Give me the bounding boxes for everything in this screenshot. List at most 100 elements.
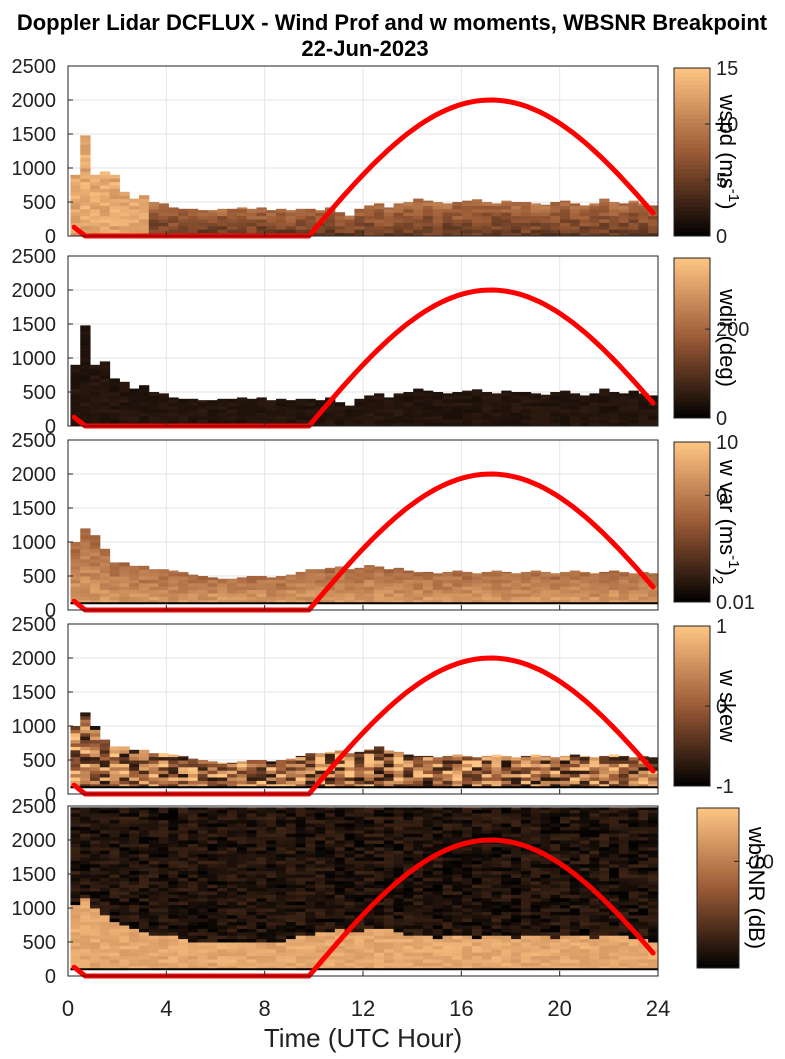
heatmap-cell — [158, 212, 169, 217]
heatmap-cell — [599, 773, 610, 778]
heatmap-cell — [99, 402, 111, 407]
heatmap-cell — [119, 904, 130, 909]
colorbar-segment — [674, 266, 710, 271]
heatmap-cell — [207, 419, 218, 424]
heatmap-cell — [129, 894, 140, 899]
heatmap-cell — [129, 412, 140, 417]
heatmap-cell — [383, 760, 395, 764]
heatmap-cell — [383, 836, 395, 841]
heatmap-cell — [129, 388, 140, 393]
heatmap-cell — [364, 948, 375, 953]
heatmap-cell — [217, 843, 228, 848]
heatmap-cell — [285, 836, 297, 841]
heatmap-cell — [90, 195, 101, 200]
heatmap-cell — [207, 783, 218, 788]
heatmap-cell — [285, 948, 297, 953]
heatmap-cell — [119, 599, 130, 604]
heatmap-cell — [383, 891, 395, 895]
heatmap-cell — [90, 914, 101, 919]
heatmap-cell — [217, 955, 228, 960]
heatmap-cell — [422, 921, 434, 926]
heatmap-cell — [70, 405, 81, 410]
heatmap-cell — [266, 925, 277, 929]
heatmap-cell — [403, 955, 414, 960]
heatmap-cell — [285, 935, 297, 940]
heatmap-cell — [364, 232, 375, 237]
heatmap-cell — [452, 962, 463, 967]
heatmap-cell — [168, 945, 179, 950]
heatmap-cell — [168, 829, 179, 834]
heatmap-cell — [618, 203, 630, 206]
heatmap-cell — [266, 853, 277, 858]
heatmap-cell — [383, 948, 395, 953]
heatmap-cell — [481, 853, 493, 858]
heatmap-cell — [295, 962, 306, 967]
heatmap-cell — [511, 229, 522, 234]
heatmap-cell — [80, 161, 91, 166]
heatmap-cell — [168, 222, 179, 227]
heatmap-cell — [364, 593, 375, 597]
colorbar-frame — [673, 67, 711, 237]
heatmap-cell — [168, 860, 179, 865]
heatmap-cell — [413, 572, 424, 577]
heatmap-cell — [227, 840, 238, 844]
colorbar-label-tail: ) — [715, 202, 740, 209]
heatmap-cell — [511, 780, 522, 785]
heatmap-cell — [520, 571, 532, 574]
heatmap-cell — [119, 891, 130, 895]
heatmap-cell — [413, 952, 424, 957]
colorbar-segment — [674, 678, 710, 683]
heatmap-cell — [80, 914, 91, 919]
heatmap-cell — [139, 812, 150, 817]
heatmap-cell — [276, 816, 287, 821]
colorbar-segment — [674, 382, 710, 387]
heatmap-cell — [80, 545, 91, 550]
heatmap-cell — [354, 232, 365, 237]
heatmap-cell — [178, 836, 189, 841]
heatmap-cell — [178, 908, 189, 912]
heatmap-cell — [511, 202, 522, 206]
heatmap-cell — [520, 392, 532, 396]
heatmap-cell — [90, 572, 101, 577]
heatmap-cell — [383, 756, 395, 761]
heatmap-cell — [393, 952, 404, 957]
heatmap-cell — [256, 576, 267, 580]
heatmap-cell — [462, 914, 473, 919]
heatmap-cell — [227, 398, 238, 403]
heatmap-cell — [520, 205, 532, 210]
heatmap-cell — [374, 402, 385, 407]
heatmap-cell — [569, 589, 581, 594]
heatmap-cell — [90, 777, 101, 781]
heatmap-cell — [139, 763, 150, 768]
heatmap-cell — [305, 843, 316, 848]
heatmap-cell — [148, 576, 160, 580]
heatmap-cell — [432, 809, 444, 814]
heatmap-cell — [393, 955, 404, 960]
heatmap-cell — [609, 780, 620, 785]
heatmap-cell — [158, 955, 169, 960]
heatmap-cell — [266, 965, 277, 970]
heatmap-cell — [354, 599, 365, 604]
heatmap-cell — [540, 756, 551, 761]
heatmap-cell — [246, 823, 258, 827]
heatmap-cell — [569, 754, 581, 758]
heatmap-cell — [374, 874, 385, 878]
heatmap-cell — [148, 780, 160, 785]
heatmap-cell — [560, 422, 571, 427]
heatmap-cell — [354, 836, 365, 841]
heatmap-cell — [530, 219, 541, 223]
heatmap-cell — [246, 948, 258, 953]
heatmap-cell — [471, 589, 483, 594]
colorbar-segment — [674, 206, 710, 212]
heatmap-cell — [491, 756, 502, 761]
heatmap-cell — [560, 415, 571, 420]
heatmap-cell — [334, 931, 346, 936]
heatmap-cell — [618, 763, 630, 768]
heatmap-cell — [207, 884, 218, 889]
heatmap-cell — [119, 853, 130, 858]
colorbar-segment — [674, 402, 710, 407]
heatmap-cell — [334, 812, 346, 817]
heatmap-cell — [413, 887, 424, 892]
heatmap-cell — [168, 887, 179, 892]
